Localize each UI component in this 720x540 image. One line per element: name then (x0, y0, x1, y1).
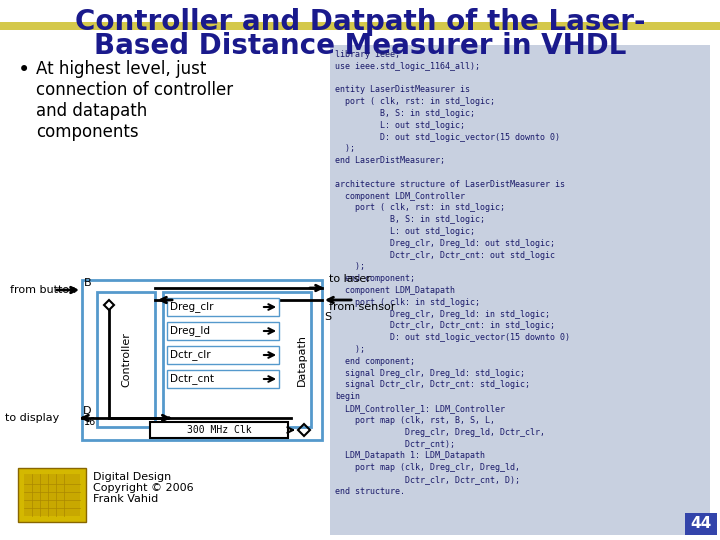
Bar (330, 45, 710, 535)
Text: Copyright © 2006: Copyright © 2006 (93, 483, 194, 493)
Bar (685, 513, 717, 535)
Text: B, S: in std_logic;: B, S: in std_logic; (335, 215, 485, 224)
Text: from button: from button (10, 285, 76, 295)
Bar (150, 422, 288, 438)
Text: Dctr_clr, Dctr_cnt, D);: Dctr_clr, Dctr_cnt, D); (335, 475, 520, 484)
Text: 44: 44 (690, 516, 711, 531)
Text: Controller: Controller (121, 332, 131, 387)
Text: •: • (18, 60, 30, 80)
Text: end LaserDistMeasurer;: end LaserDistMeasurer; (335, 156, 445, 165)
Text: to laser: to laser (329, 274, 371, 284)
Text: Dreg_clr: Dreg_clr (170, 301, 214, 313)
Polygon shape (0, 22, 720, 30)
Text: Digital Design: Digital Design (93, 472, 171, 482)
Text: components: components (36, 123, 139, 141)
Text: );: ); (335, 262, 365, 272)
Text: signal Dctr_clr, Dctr_cnt: std_logic;: signal Dctr_clr, Dctr_cnt: std_logic; (335, 380, 530, 389)
Text: Dreg_clr, Dreg_ld: out std_logic;: Dreg_clr, Dreg_ld: out std_logic; (335, 239, 555, 248)
Text: Based Distance Measurer in VHDL: Based Distance Measurer in VHDL (94, 32, 626, 60)
Text: end component;: end component; (335, 274, 415, 283)
Text: Controller and Datpath of the Laser-: Controller and Datpath of the Laser- (75, 8, 645, 36)
Text: Dctr_clr, Dctr_cnt: out std_logic: Dctr_clr, Dctr_cnt: out std_logic (335, 251, 555, 260)
Text: Dreg_clr, Dreg_ld: in std_logic;: Dreg_clr, Dreg_ld: in std_logic; (335, 309, 550, 319)
Text: Dctr_cnt);: Dctr_cnt); (335, 440, 455, 448)
Text: S: S (324, 312, 331, 322)
Text: Dreg_ld: Dreg_ld (170, 326, 210, 336)
Text: L: out std_logic;: L: out std_logic; (335, 227, 475, 236)
Text: connection of controller: connection of controller (36, 81, 233, 99)
Text: LDM_Controller_1: LDM_Controller: LDM_Controller_1: LDM_Controller (335, 404, 505, 413)
Text: port map (clk, rst, B, S, L,: port map (clk, rst, B, S, L, (335, 416, 495, 425)
Text: from sensor: from sensor (329, 302, 395, 312)
Text: begin: begin (335, 392, 360, 401)
Bar (24, 474, 80, 516)
Text: D: out std_logic_vector(15 downto 0): D: out std_logic_vector(15 downto 0) (335, 133, 560, 141)
Bar (167, 346, 279, 364)
Text: end structure.: end structure. (335, 487, 405, 496)
Bar (167, 322, 279, 340)
Text: signal Dreg_clr, Dreg_ld: std_logic;: signal Dreg_clr, Dreg_ld: std_logic; (335, 369, 525, 377)
Bar (82, 280, 322, 440)
Bar (167, 298, 279, 316)
Text: architecture structure of LaserDistMeasurer is: architecture structure of LaserDistMeasu… (335, 180, 565, 189)
Text: Dctr_cnt: Dctr_cnt (170, 374, 214, 384)
Text: At highest level, just: At highest level, just (36, 60, 207, 78)
Text: 16: 16 (84, 417, 96, 427)
Text: Dreg_clr, Dreg_ld, Dctr_clr,: Dreg_clr, Dreg_ld, Dctr_clr, (335, 428, 545, 437)
Text: B: B (84, 278, 91, 288)
Text: port ( clk: in std_logic;: port ( clk: in std_logic; (335, 298, 480, 307)
Text: library ieee;: library ieee; (335, 50, 400, 59)
Text: entity LaserDistMeasurer is: entity LaserDistMeasurer is (335, 85, 470, 94)
Text: D: out std_logic_vector(15 downto 0): D: out std_logic_vector(15 downto 0) (335, 333, 570, 342)
Bar (97, 292, 155, 427)
Text: and datapath: and datapath (36, 102, 148, 120)
Text: to display: to display (5, 413, 59, 423)
Text: component LDM_Datapath: component LDM_Datapath (335, 286, 455, 295)
Text: port ( clk, rst: in std_logic;: port ( clk, rst: in std_logic; (335, 204, 505, 212)
Text: port map (clk, Dreg_clr, Dreg_ld,: port map (clk, Dreg_clr, Dreg_ld, (335, 463, 520, 472)
Text: end component;: end component; (335, 357, 415, 366)
Text: port ( clk, rst: in std_logic;: port ( clk, rst: in std_logic; (335, 97, 495, 106)
Text: B, S: in std_logic;: B, S: in std_logic; (335, 109, 475, 118)
Bar (18, 468, 86, 522)
Bar (167, 370, 279, 388)
Text: Frank Vahid: Frank Vahid (93, 494, 158, 504)
Text: D: D (83, 406, 91, 416)
Text: component LDM_Controller: component LDM_Controller (335, 192, 465, 200)
Text: 300 MHz Clk: 300 MHz Clk (186, 425, 251, 435)
Text: LDM_Datapath 1: LDM_Datapath: LDM_Datapath 1: LDM_Datapath (335, 451, 485, 460)
Bar (163, 292, 311, 427)
Text: );: ); (335, 144, 355, 153)
Polygon shape (104, 300, 114, 310)
Text: L: out std_logic;: L: out std_logic; (335, 121, 465, 130)
Text: Datapath: Datapath (297, 334, 307, 386)
Text: use ieee.std_logic_1164_all);: use ieee.std_logic_1164_all); (335, 62, 480, 71)
Text: Dctr_clr, Dctr_cnt: in std_logic;: Dctr_clr, Dctr_cnt: in std_logic; (335, 321, 555, 330)
Text: Dctr_clr: Dctr_clr (170, 349, 211, 361)
Text: );: ); (335, 345, 365, 354)
